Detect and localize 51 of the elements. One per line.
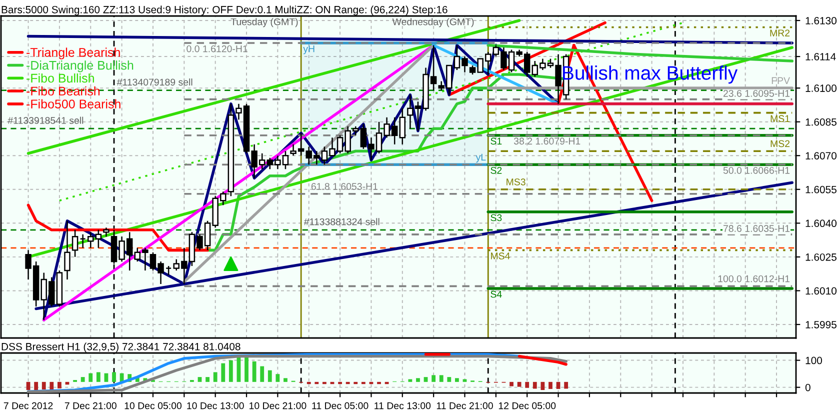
series-label: MS4 <box>491 252 510 260</box>
y-tick-label: 1.6130 <box>806 17 836 24</box>
series-label: MS1 <box>770 115 790 122</box>
ref-line-label: #1133918541 sell <box>8 116 84 124</box>
x-tick-label: 11 Dec 13:00 <box>374 402 431 410</box>
x-tick-label: 11 Dec 21:00 <box>436 402 493 410</box>
series-label: yH <box>303 45 314 54</box>
x-tick-label: 10 Dec 05:00 <box>124 402 182 410</box>
y-tick-label: 100 <box>806 356 822 364</box>
y-tick-label: 1.6040 <box>806 220 836 228</box>
series-label: MS2 <box>770 140 790 148</box>
series-label: 50.0 1.6066-H1 <box>723 166 790 174</box>
series-label: MR2 <box>770 30 790 36</box>
series-label: 0.0 1.6120-H1 <box>186 45 248 52</box>
x-tick-label: 10 Dec 21:00 <box>250 402 306 410</box>
series-label: 78.6 1.6035-H1 <box>724 225 790 232</box>
series-label: MS3 <box>506 178 526 186</box>
y-tick-label: 1.6100 <box>806 84 836 92</box>
series-label: S2 <box>490 166 502 174</box>
annotation: Tuesday (GMT) <box>230 18 298 28</box>
series-label: yL <box>476 154 486 163</box>
chart-title: DSS Bressert H1 (32,9,5) 72.3841 72.3841 81.0408 <box>2 342 240 352</box>
x-tick-label: 7 Dec 2012 <box>4 402 53 410</box>
legend-label: -Fibo Bearish <box>26 86 100 96</box>
series-label: 61.8 1.6053-H1 <box>311 183 378 190</box>
y-tick-label: 1.5995 <box>806 320 836 328</box>
y-tick-label: 0 <box>805 384 810 392</box>
series-label: S1 <box>490 138 502 145</box>
x-tick-label: 11 Dec 05:00 <box>312 402 368 410</box>
ref-line-label: #1133881324 sell <box>304 218 380 226</box>
y-tick-label: 1.6025 <box>806 253 836 261</box>
y-tick-label: 1.6010 <box>806 287 836 295</box>
legend-label: -DiaTriangle Bullish <box>26 60 134 72</box>
x-tick-label: 12 Dec 05:00 <box>498 402 556 410</box>
series-label: S3 <box>490 214 502 222</box>
x-tick-label: 10 Dec 13:00 <box>187 402 244 410</box>
y-tick-label: 1.6114 <box>806 53 836 60</box>
annotation: Wednesday (GMT) <box>392 18 474 28</box>
y-tick-label: 1.6055 <box>806 186 836 194</box>
series-label: S4 <box>490 290 502 298</box>
series-label: 23.6 1.6095-H1 <box>723 90 790 97</box>
legend-label: -Fibo Bullish <box>26 73 94 83</box>
x-tick-label: 7 Dec 21:00 <box>64 402 116 410</box>
series-label: 38.2 1.6079-H1 <box>514 138 580 145</box>
series-label: 100.0 1.6012-H1 <box>718 275 790 282</box>
chart-title: Bars:5000 Swing:160 ZZ:113 Used:9 History: OFF Dev:0.1 MultiZZ: ON Range: (96,224) Step:16 <box>2 6 448 16</box>
ref-line-label: #1134079189 sell <box>116 78 192 86</box>
y-tick-label: 1.6070 <box>806 152 836 160</box>
legend-label: -Fibo500 Bearish <box>26 99 120 108</box>
y-tick-label: 1.6085 <box>806 118 836 126</box>
series-label: FPV <box>772 77 790 84</box>
